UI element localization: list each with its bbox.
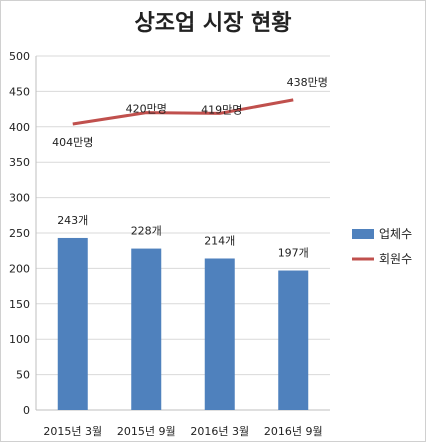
y-tick-label-250: 250 bbox=[9, 227, 30, 240]
data-labels: 243개 228개 214개 197개 404만명 420만명 419만명 438만명 bbox=[52, 76, 328, 260]
y-tick-label-450: 450 bbox=[9, 85, 30, 98]
bar-label-2: 228개 bbox=[131, 225, 162, 238]
line-label-4: 438만명 bbox=[287, 76, 328, 89]
y-tick-label-350: 350 bbox=[9, 156, 30, 169]
bar-2 bbox=[131, 248, 162, 410]
x-axis-ticks: 2015년 3월 2015년 9월 2016년 3월 2016년 9월 bbox=[43, 425, 322, 438]
legend-label-bar: 업체수 bbox=[379, 227, 412, 241]
y-tick-label-300: 300 bbox=[9, 192, 30, 205]
x-tick-label-1: 2015년 3월 bbox=[43, 425, 102, 438]
legend-label-line: 회원수 bbox=[379, 252, 412, 266]
y-axis-ticks: 0 50 100 150 200 250 300 350 400 450 500 bbox=[9, 50, 30, 417]
bar-1 bbox=[57, 237, 88, 410]
x-tick-label-3: 2016년 3월 bbox=[190, 425, 249, 438]
y-tick-label-150: 150 bbox=[9, 298, 30, 311]
x-tick-label-2: 2015년 9월 bbox=[117, 425, 176, 438]
bar-label-1: 243개 bbox=[57, 214, 88, 227]
line-label-2: 420만명 bbox=[126, 103, 167, 116]
line-label-1: 404만명 bbox=[52, 136, 93, 149]
legend-swatch-bar bbox=[352, 229, 374, 239]
y-tick-label-100: 100 bbox=[9, 333, 30, 346]
bar-label-4: 197개 bbox=[278, 247, 309, 260]
bar-3 bbox=[204, 258, 235, 410]
chart-title: 상조업 시장 현황 bbox=[135, 11, 292, 36]
bar-4 bbox=[278, 270, 309, 410]
bar-label-3: 214개 bbox=[204, 234, 235, 247]
line-series bbox=[72, 98, 294, 126]
line-label-3: 419만명 bbox=[201, 103, 242, 116]
y-tick-label-200: 200 bbox=[9, 262, 30, 275]
bar-series bbox=[57, 237, 309, 410]
x-tick-label-4: 2016년 9월 bbox=[264, 425, 323, 438]
y-tick-label-0: 0 bbox=[23, 404, 30, 417]
line-회원수 bbox=[72, 98, 294, 126]
y-tick-label-500: 500 bbox=[9, 50, 30, 63]
y-tick-label-50: 50 bbox=[16, 369, 30, 382]
y-tick-label-400: 400 bbox=[9, 121, 30, 134]
